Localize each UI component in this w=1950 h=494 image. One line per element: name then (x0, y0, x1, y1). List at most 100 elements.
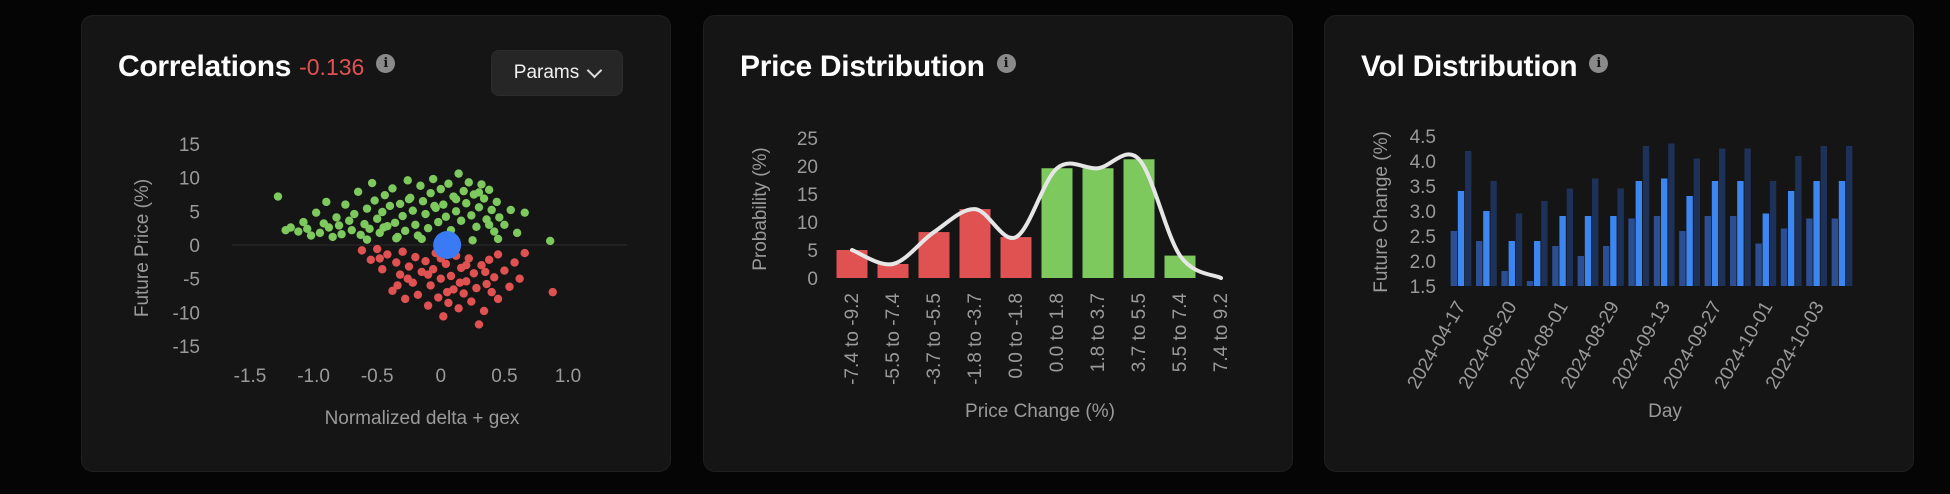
scatter-point (375, 254, 384, 263)
scatter-point (423, 301, 433, 310)
scatter-point (428, 265, 438, 274)
scatter-point (442, 287, 452, 297)
scatter-point (345, 216, 354, 225)
scatter-point (482, 279, 491, 289)
y-tick-label: 15 (179, 135, 200, 156)
bar (1762, 213, 1769, 286)
info-icon[interactable]: i (996, 53, 1016, 73)
scatter-point (378, 265, 387, 274)
scatter-point (426, 281, 435, 290)
scatter-point (423, 270, 433, 279)
scatter-point (350, 209, 359, 219)
scatter-point (493, 294, 503, 304)
scatter-point (398, 211, 407, 221)
scatter-point (441, 212, 451, 221)
info-icon[interactable]: i (376, 53, 396, 73)
params-button[interactable]: Params (491, 50, 623, 96)
scatter-point (380, 190, 390, 200)
scatter-point (462, 199, 471, 208)
scatter-point (311, 208, 321, 217)
scatter-point (373, 244, 382, 254)
bar (1603, 246, 1610, 286)
scatter-point (545, 236, 555, 246)
bar (1820, 146, 1827, 286)
scatter-point (383, 250, 392, 259)
scatter-point (418, 197, 428, 206)
correlations-card: Correlations -0.136 i Params 15 10 5 0 -5 -10… (81, 15, 671, 472)
y-tick-label: 1.5 (1410, 277, 1436, 298)
bar (1668, 143, 1675, 286)
highlight-point (433, 231, 462, 259)
y-tick-label: 25 (797, 129, 818, 150)
scatter-point (294, 227, 303, 236)
scatter-point (423, 223, 433, 233)
scatter-point (472, 283, 481, 293)
scatter-point (515, 274, 524, 283)
scatter-point (481, 267, 490, 277)
scatter-point (334, 221, 344, 230)
x-tick-label: -0.5 (361, 366, 394, 387)
y-tick-label: -15 (173, 337, 200, 358)
bar (1693, 158, 1700, 286)
scatter-point (468, 236, 477, 245)
correlation-value: -0.136 (299, 53, 365, 80)
scatter-point (365, 224, 374, 234)
scatter-point (404, 195, 414, 204)
scatter-point (490, 273, 499, 282)
correlations-scatter-chart: 15 10 5 0 -5 -10 -15 -1.5 -1.0 -0.5 0 0.5 1.0 Normali… (132, 135, 627, 429)
scatter-point (446, 271, 456, 281)
scatter-point (362, 235, 372, 244)
info-icon[interactable]: i (1589, 53, 1609, 73)
y-tick-label: 4.0 (1410, 152, 1436, 173)
bar (1780, 228, 1788, 286)
scatter-point (451, 207, 461, 216)
y-tick-label: 0 (189, 236, 200, 257)
y-tick-label: 3.5 (1410, 177, 1436, 198)
y-tick-label: -10 (173, 303, 200, 324)
scatter-point (428, 174, 438, 184)
bar (1592, 178, 1599, 286)
y-tick-label: 2.0 (1410, 252, 1436, 273)
scatter-point (474, 188, 484, 197)
x-axis-label: Normalized delta + gex (325, 408, 520, 429)
x-tick-label: 1.8 to 3.7 (1088, 293, 1109, 372)
scatter-point (520, 248, 529, 258)
scatter-point (332, 213, 341, 222)
y-axis-label: Probability (%) (750, 147, 771, 271)
y-tick-label: 2.5 (1410, 227, 1436, 248)
bar (1806, 218, 1813, 286)
bar (1838, 181, 1846, 286)
scatter-point (487, 205, 496, 215)
bar (1457, 191, 1465, 286)
bar (1795, 156, 1802, 286)
x-tick-label: 0.0 to -1.8 (1006, 293, 1027, 379)
scatter-point (510, 258, 519, 267)
scatter-point (469, 269, 479, 278)
scatter-point (467, 297, 476, 306)
x-tick-label: -3.7 to -5.5 (924, 293, 945, 385)
x-axis-label: Day (1648, 401, 1682, 422)
price-distribution-chart: 25 20 15 10 5 0 Probability (%) -7.4 to -9.2 -5.… (750, 129, 1232, 422)
x-tick-label: 0 (436, 366, 447, 387)
bar (1711, 181, 1719, 286)
scatter-point (392, 234, 401, 243)
scatter-point (421, 209, 430, 219)
bar (1490, 181, 1497, 286)
x-tick-label: -1.0 (297, 366, 330, 387)
scatter-point (441, 259, 451, 269)
scatter-point (449, 285, 458, 294)
bar (1744, 148, 1751, 286)
scatter-point (444, 298, 453, 308)
bar (1831, 218, 1838, 286)
scatter-point (411, 220, 420, 229)
scatter-point (395, 270, 405, 279)
scatter-point (403, 274, 412, 283)
bar (1450, 231, 1457, 286)
bar (1465, 151, 1472, 286)
scatter-point (459, 186, 468, 196)
bar (1846, 146, 1853, 286)
params-button-label: Params (513, 62, 580, 83)
scatter-point (417, 234, 426, 244)
scatter-point (464, 254, 473, 263)
x-tick-label: -7.4 to -9.2 (842, 293, 863, 385)
